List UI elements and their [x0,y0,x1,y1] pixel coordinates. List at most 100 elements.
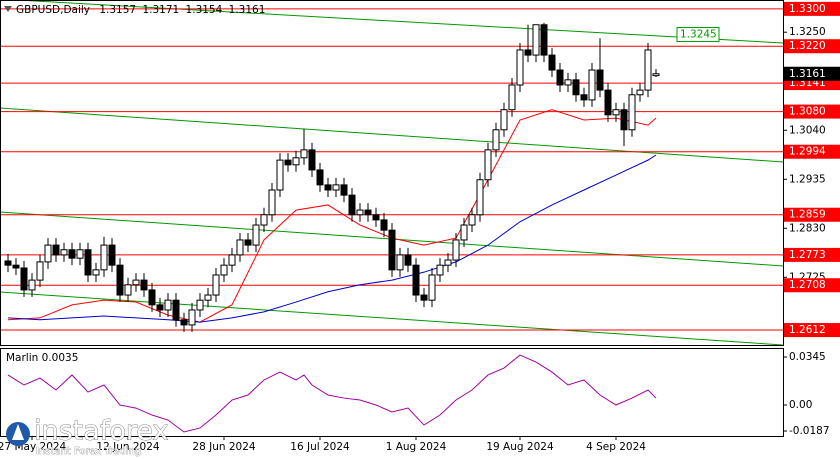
logo: instaforex Instant Forex Trading [6,415,169,457]
y-tick-label: 1.3040 [789,124,826,136]
indicator-frame [0,348,784,437]
candle-body [228,254,236,266]
candle-body [220,264,228,276]
candle-body [60,249,68,256]
candle-body [324,184,332,191]
level-label-bg [784,247,840,262]
candle-body [372,214,380,221]
y-tick-label: 1.2830 [789,222,826,234]
candle-body [556,69,564,86]
candle-body [84,249,92,276]
candle-body [636,89,644,96]
candle-body [404,254,412,266]
candle-body [644,49,652,91]
candle-body [468,214,476,226]
candle-body [596,69,604,91]
candle-body [388,229,396,271]
candle-body [276,159,284,191]
trend-line [8,0,784,44]
last-high: 1.3171 [142,4,179,16]
candle-body [20,267,28,291]
candle-body [620,109,628,131]
candle-body [348,194,356,216]
candle-body [412,264,420,296]
level-label-bg [784,207,840,222]
level-label: 1.3080 [789,106,826,118]
candle-body [652,73,660,77]
x-tick-label: 1 Aug 2024 [386,441,447,453]
candle-body [380,219,388,231]
symbol: GBPUSD,Daily [16,4,90,16]
candle-body [460,224,468,241]
candle-body [180,319,188,326]
candle-body [340,184,348,196]
level-label: 1.3300 [789,3,826,15]
candle-body [396,254,404,271]
candle-body [100,244,108,271]
x-tick-label: 4 Sep 2024 [586,441,646,453]
candle-body [164,299,172,311]
candle-body [612,109,620,116]
candle-body [572,79,580,96]
plot-layer [0,8,783,433]
candle-body [564,79,572,86]
candle-body [292,157,300,166]
candle-body [316,169,324,186]
candle-body [508,84,516,111]
candle-body [116,264,124,296]
logo-icon-mark [12,424,24,440]
candle-body [204,294,212,301]
candle-body [196,299,204,311]
candle-body [452,239,460,261]
candle-body [148,289,156,306]
candle-body [156,304,164,311]
x-tick-label: 28 Jun 2024 [192,441,255,453]
level-label-bg [784,104,840,119]
level-label-bg [784,323,840,338]
candle-body [588,69,596,101]
y-tick-label: 1.2935 [789,173,826,185]
candle-body [484,149,492,181]
level-label: 1.2773 [789,249,826,261]
candle-body [36,261,44,281]
candle-body [12,264,20,269]
candle-body [44,244,52,263]
indicator-line [7,354,657,433]
x-tick-label: 12 Jun 2024 [96,441,159,453]
candle-body [436,264,444,276]
candle-body [420,294,428,301]
candle-body [300,149,308,159]
candle-body [140,279,148,291]
candle-body [532,24,540,56]
candle-body [268,189,276,216]
trend-label: 1.3245 [680,29,717,41]
candle-body [476,179,484,216]
candle-body [252,224,260,246]
moving-average [7,154,657,323]
level-label: 1.3220 [789,40,826,52]
candle-body [284,159,292,166]
trend-line [0,107,784,163]
level-label-bg [784,278,840,293]
candle-body [212,274,220,296]
x-tick-label: 16 Jul 2024 [290,441,350,453]
last-open: 1.3157 [99,4,136,16]
candle-body [28,279,36,291]
candle-body [236,239,244,256]
last-close: 1.3161 [229,4,266,16]
level-label: 1.2708 [789,279,826,291]
symbol-icon [4,6,12,12]
candle-body [364,209,372,216]
candle-body [124,284,132,296]
level-label-bg [784,39,840,54]
candle-body [444,259,452,266]
indicator-tick-label: -0.0187 [789,425,830,437]
indicator-tick-label: 0.0345 [789,351,826,363]
candle-body [76,249,84,259]
candle-body [492,129,500,151]
candle-body [308,149,316,171]
candle-body [540,24,548,56]
logo-tagline: Instant Forex Trading [36,446,141,457]
